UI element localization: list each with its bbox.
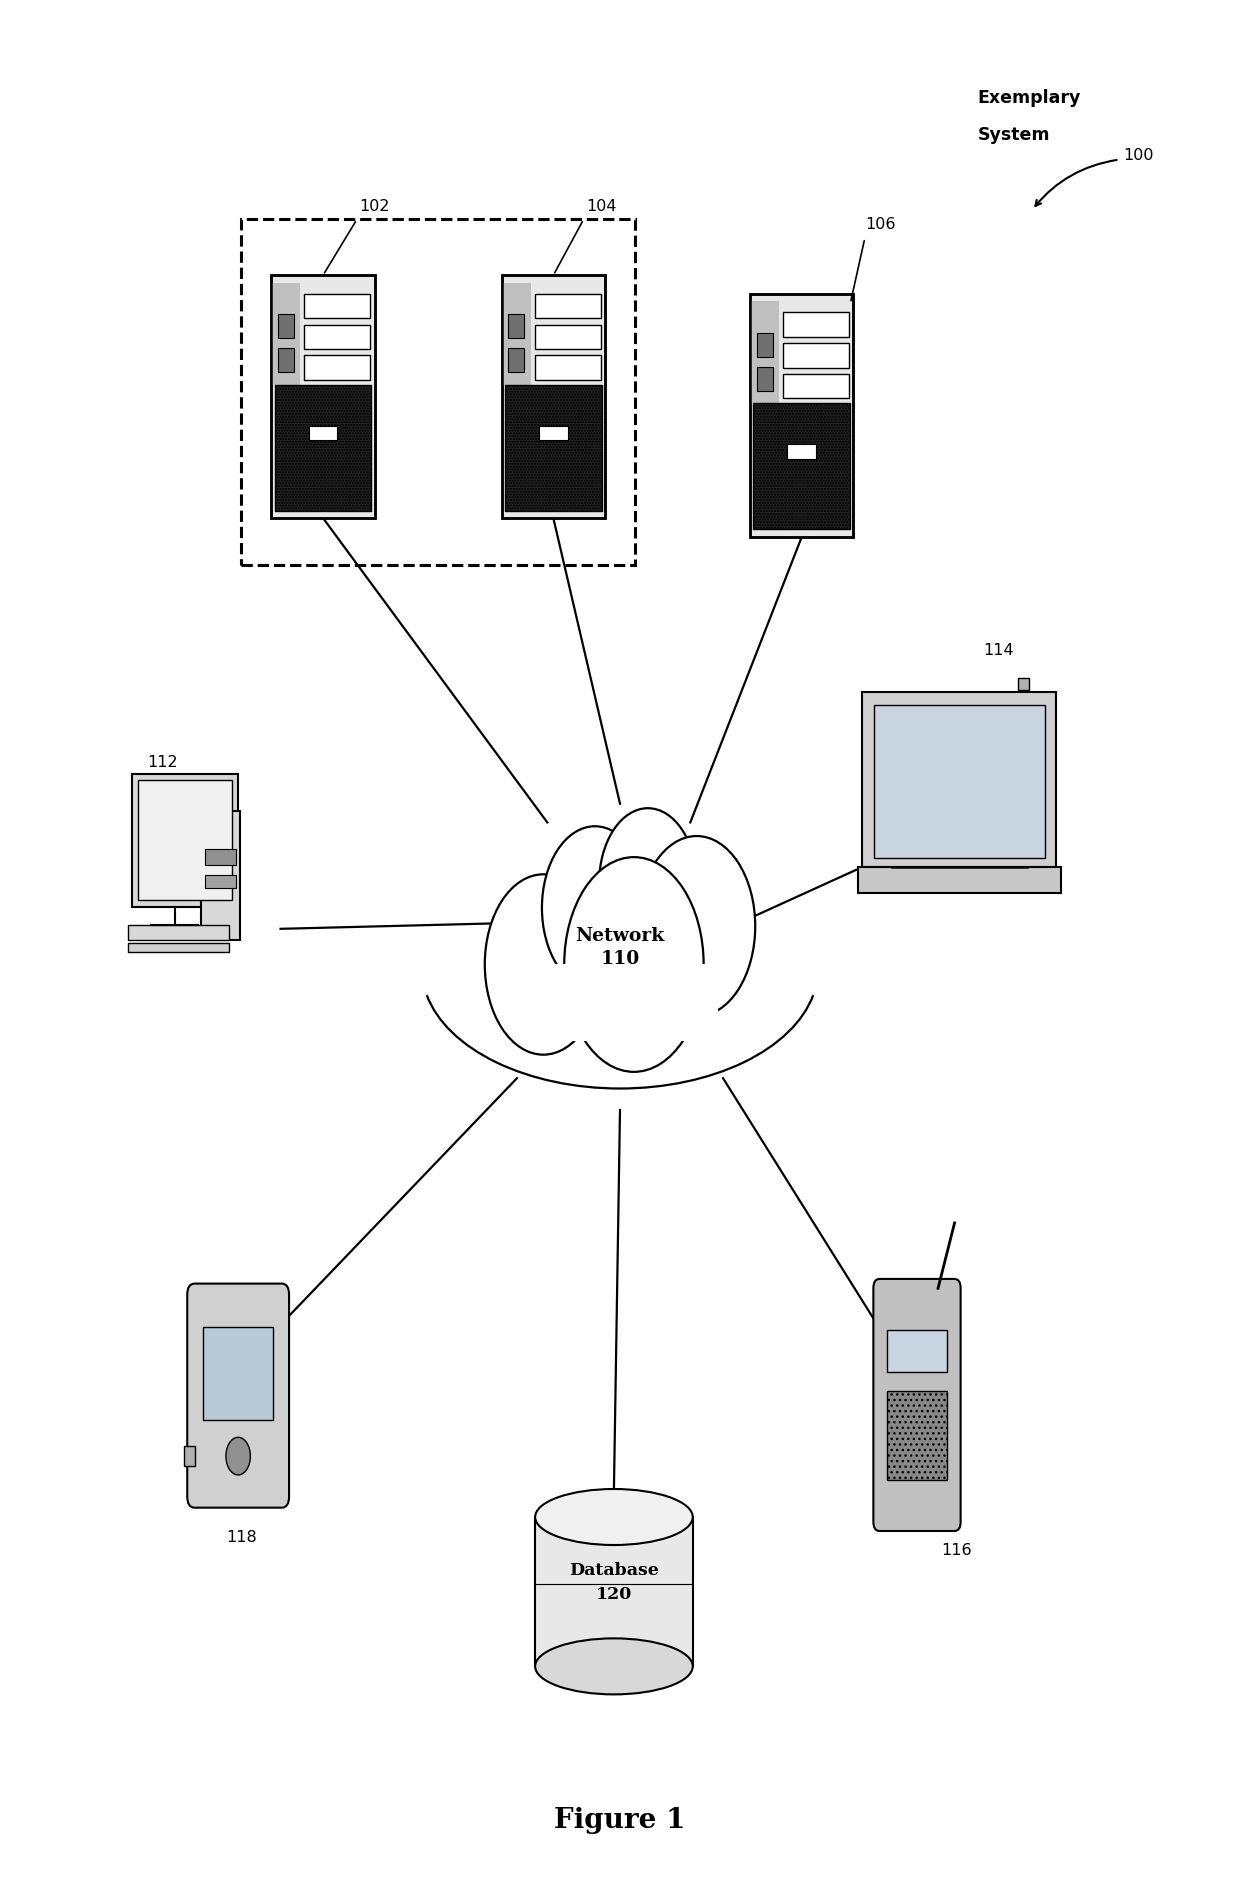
Circle shape: [485, 874, 601, 1056]
Circle shape: [599, 807, 697, 959]
Bar: [128, 942, 228, 951]
Bar: [887, 1330, 947, 1372]
Circle shape: [564, 857, 703, 1073]
Text: 104: 104: [587, 199, 616, 214]
Ellipse shape: [536, 1639, 693, 1694]
Bar: [522, 938, 718, 1016]
Text: 114: 114: [983, 642, 1014, 658]
Bar: [272, 282, 300, 385]
Bar: [272, 275, 374, 517]
Bar: [787, 445, 816, 459]
Bar: [508, 349, 525, 373]
FancyBboxPatch shape: [187, 1283, 289, 1508]
Bar: [784, 373, 849, 398]
Bar: [205, 875, 237, 889]
Bar: [534, 356, 600, 379]
Bar: [874, 705, 1045, 858]
Bar: [756, 334, 773, 356]
Circle shape: [639, 836, 755, 1016]
Text: Figure 1: Figure 1: [554, 1808, 686, 1834]
Text: 100: 100: [1123, 148, 1153, 163]
Text: 116: 116: [941, 1543, 972, 1558]
Bar: [305, 294, 371, 318]
Bar: [502, 275, 605, 517]
Text: Network
110: Network 110: [575, 927, 665, 968]
Bar: [309, 426, 337, 440]
Bar: [278, 315, 294, 339]
Text: 102: 102: [360, 199, 389, 214]
Bar: [128, 925, 228, 940]
Bar: [505, 385, 601, 512]
Bar: [539, 426, 568, 440]
Bar: [858, 866, 1061, 893]
Bar: [534, 324, 600, 349]
Text: 112: 112: [148, 754, 177, 769]
FancyBboxPatch shape: [873, 1279, 961, 1531]
Bar: [305, 324, 371, 349]
Bar: [305, 356, 371, 379]
Text: Exemplary: Exemplary: [977, 89, 1081, 106]
Bar: [502, 282, 531, 385]
Ellipse shape: [536, 1489, 693, 1544]
Bar: [184, 1446, 195, 1467]
Bar: [508, 315, 525, 339]
Text: 118: 118: [226, 1529, 257, 1544]
Bar: [201, 811, 241, 940]
Bar: [784, 313, 849, 337]
Bar: [274, 385, 372, 512]
Circle shape: [226, 1436, 250, 1474]
Text: System: System: [977, 125, 1050, 144]
Bar: [242, 220, 635, 565]
Bar: [750, 294, 853, 536]
Bar: [754, 404, 851, 529]
Bar: [522, 965, 718, 1040]
Bar: [863, 692, 1056, 866]
Bar: [536, 1518, 693, 1666]
Bar: [534, 294, 600, 318]
Circle shape: [542, 826, 647, 989]
Bar: [139, 781, 232, 900]
Bar: [278, 349, 294, 373]
Bar: [750, 294, 853, 536]
Bar: [887, 1391, 947, 1480]
Bar: [133, 775, 238, 908]
Bar: [784, 343, 849, 368]
Bar: [750, 301, 779, 404]
Bar: [1018, 678, 1029, 690]
Text: 106: 106: [864, 218, 895, 233]
Text: Database
120: Database 120: [569, 1561, 658, 1603]
Bar: [756, 366, 773, 390]
Bar: [203, 1326, 273, 1419]
Bar: [502, 275, 605, 517]
Bar: [205, 849, 237, 864]
Bar: [272, 275, 374, 517]
